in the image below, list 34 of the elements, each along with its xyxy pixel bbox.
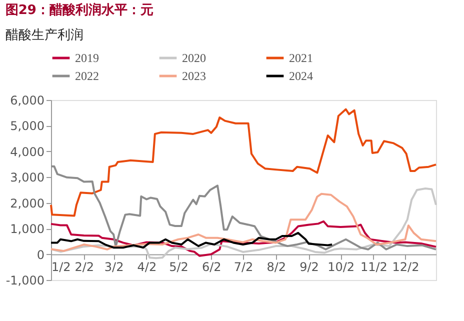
chart-title: 图29：醋酸利润水平：元 (5, 2, 154, 18)
x-tick-label: 1/2 (52, 260, 71, 274)
legend-label: 2021 (289, 51, 313, 65)
x-tick-label: 6/2 (202, 260, 222, 274)
y-tick-label: 4,000 (10, 144, 44, 159)
x-tick-label: 8/2 (266, 260, 286, 274)
x-tick-label: 3/2 (104, 260, 124, 274)
x-tick-label: 9/2 (300, 260, 319, 274)
y-tick-label: 0 (36, 248, 44, 262)
chart-subtitle: 醋酸生产利润 (5, 28, 84, 43)
legend-label: 2022 (75, 69, 99, 83)
x-tick-label: 10/2 (328, 260, 355, 274)
y-tick-label: 1,000 (10, 222, 44, 236)
line-series (50, 232, 334, 249)
x-tick-label: 4/2 (137, 260, 157, 274)
legend-label: 2019 (75, 51, 99, 65)
line-series (50, 187, 437, 260)
line-series (50, 220, 437, 257)
legend-label: 2024 (289, 69, 313, 83)
line-series (50, 192, 437, 252)
legend-label: 2020 (182, 51, 206, 65)
line-series (50, 165, 437, 250)
x-tick-label: 7/2 (234, 260, 254, 274)
x-tick-label: 12/2 (392, 260, 420, 274)
y-tick-label: 3,000 (10, 170, 44, 185)
x-tick-label: 11/2 (360, 260, 388, 274)
y-tick-label: -1,000 (6, 274, 44, 288)
y-tick-label: 6,000 (10, 94, 44, 108)
x-tick-label: 2/2 (74, 260, 94, 274)
x-tick-label: 5/2 (169, 260, 188, 274)
line-series (50, 108, 437, 217)
legend-label: 2023 (182, 69, 206, 83)
y-tick-label: 2,000 (10, 196, 44, 210)
y-tick-label: 5,000 (10, 119, 44, 134)
